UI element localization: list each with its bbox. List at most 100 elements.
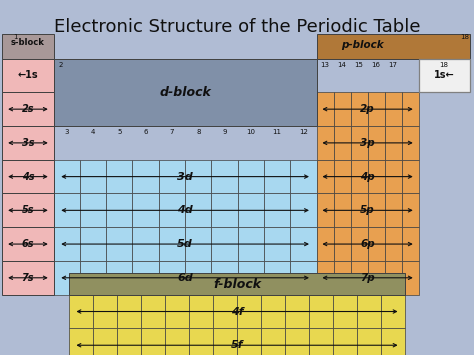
Bar [165, 328, 189, 355]
Bar [384, 126, 401, 160]
Bar [334, 261, 351, 295]
Bar [211, 227, 237, 261]
Bar [185, 227, 211, 261]
Bar [2, 59, 54, 92]
Bar [261, 295, 285, 328]
Text: 5s: 5s [22, 205, 34, 215]
Bar [333, 328, 357, 355]
Bar [2, 193, 54, 227]
Bar [106, 160, 132, 193]
Bar [237, 295, 261, 328]
Bar [93, 295, 117, 328]
Text: 11: 11 [273, 129, 282, 135]
Bar [2, 227, 54, 261]
Bar [334, 160, 351, 193]
Bar [317, 126, 334, 160]
Bar [185, 160, 211, 193]
Text: 2: 2 [58, 62, 63, 68]
Bar [159, 261, 185, 295]
Bar [54, 59, 317, 126]
Bar [80, 261, 106, 295]
Text: 3p: 3p [360, 138, 375, 148]
Text: 4d: 4d [177, 205, 193, 215]
Bar [351, 126, 368, 160]
Bar [189, 295, 213, 328]
Bar [264, 261, 290, 295]
Text: 10: 10 [246, 129, 255, 135]
Bar [132, 160, 159, 193]
Bar [401, 261, 419, 295]
Bar [384, 92, 401, 126]
Bar [290, 261, 317, 295]
Text: 3: 3 [64, 129, 69, 135]
Bar [334, 193, 351, 227]
Bar [54, 261, 80, 295]
Text: 4s: 4s [22, 171, 34, 182]
Text: 7: 7 [170, 129, 174, 135]
Bar [384, 193, 401, 227]
Bar [132, 193, 159, 227]
Bar [54, 227, 80, 261]
Text: 6d: 6d [177, 273, 193, 283]
Text: p-block: p-block [342, 40, 384, 50]
Bar [2, 92, 54, 126]
Bar [368, 126, 384, 160]
Bar [401, 126, 419, 160]
Bar [334, 92, 351, 126]
Bar [309, 295, 333, 328]
Bar [106, 261, 132, 295]
Bar [334, 126, 351, 160]
Text: 2p: 2p [360, 104, 375, 114]
Text: 3d: 3d [177, 171, 193, 182]
Bar [368, 193, 384, 227]
Bar [317, 261, 334, 295]
Bar [117, 295, 141, 328]
Text: 5p: 5p [360, 205, 375, 215]
Bar [317, 227, 334, 261]
Text: 6p: 6p [360, 239, 375, 249]
Bar [401, 92, 419, 126]
Bar [368, 92, 384, 126]
Text: 7p: 7p [360, 273, 375, 283]
Bar [54, 193, 80, 227]
Text: 18: 18 [461, 34, 469, 40]
Text: 15: 15 [355, 62, 364, 68]
Text: 5: 5 [117, 129, 121, 135]
Bar [384, 160, 401, 193]
Text: 17: 17 [389, 62, 398, 68]
Bar [401, 227, 419, 261]
Text: 4p: 4p [360, 171, 375, 182]
Text: 4f: 4f [231, 306, 243, 317]
Bar [264, 160, 290, 193]
Bar [69, 273, 405, 295]
Text: 5d: 5d [177, 239, 193, 249]
Text: 6s: 6s [22, 239, 34, 249]
Bar [211, 261, 237, 295]
Bar [351, 227, 368, 261]
Bar [317, 34, 470, 59]
Bar [185, 193, 211, 227]
Bar [290, 227, 317, 261]
Bar [381, 295, 405, 328]
Bar [211, 160, 237, 193]
Bar [357, 295, 381, 328]
Bar [2, 160, 54, 193]
Bar [141, 328, 165, 355]
Text: 3s: 3s [22, 138, 34, 148]
Bar [384, 227, 401, 261]
Bar [309, 328, 333, 355]
Bar [401, 160, 419, 193]
Bar [159, 227, 185, 261]
Bar [237, 193, 264, 227]
Text: 4: 4 [91, 129, 95, 135]
Bar [351, 261, 368, 295]
Text: 6: 6 [144, 129, 148, 135]
Text: ←1s: ←1s [18, 70, 38, 81]
Bar [211, 193, 237, 227]
Bar [106, 193, 132, 227]
Bar [264, 227, 290, 261]
Bar [189, 328, 213, 355]
Text: 14: 14 [337, 62, 346, 68]
Bar [237, 160, 264, 193]
Bar [290, 160, 317, 193]
